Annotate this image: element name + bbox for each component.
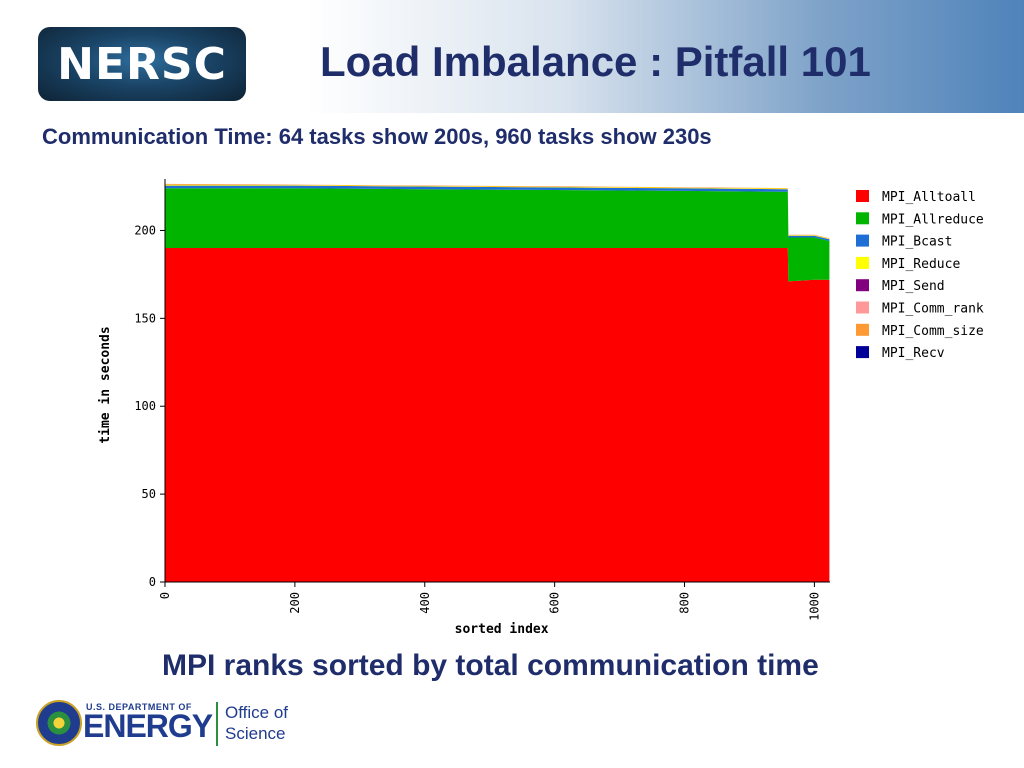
legend-swatch	[856, 190, 869, 202]
legend-swatch	[856, 301, 869, 314]
series-area-mpi-bcast	[165, 185, 830, 241]
y-tick-label: 0	[149, 575, 156, 589]
doe-office-line2: Science	[225, 724, 286, 743]
x-axis-label: sorted index	[455, 622, 549, 637]
x-tick-label: 800	[678, 592, 692, 614]
legend-swatch	[856, 279, 869, 292]
legend-label: MPI_Comm_size	[882, 324, 984, 339]
x-tick-label: 400	[418, 592, 432, 614]
x-tick-label: 1000	[807, 592, 821, 621]
legend-swatch	[856, 323, 869, 336]
y-axis-label: time in seconds	[98, 326, 113, 443]
doe-divider	[216, 702, 218, 746]
nersc-logo: NERSC	[38, 27, 246, 101]
legend-label: MPI_Recv	[882, 346, 945, 361]
y-tick-label: 200	[134, 223, 156, 237]
x-tick-label: 200	[288, 592, 302, 614]
legend-label: MPI_Comm_rank	[882, 302, 984, 317]
x-tick-label: 0	[158, 592, 172, 599]
series-area-mpi-allreduce	[165, 188, 830, 282]
slide-title: Load Imbalance : Pitfall 101	[320, 38, 871, 85]
doe-office-text: Office of Science	[225, 702, 288, 744]
nersc-logo-text: NERSC	[57, 38, 227, 90]
legend-swatch	[856, 212, 869, 225]
legend-swatch	[856, 234, 869, 247]
y-tick-label: 100	[134, 399, 156, 413]
legend-swatch	[856, 346, 869, 359]
legend-swatch	[856, 256, 869, 269]
doe-dept-text: U.S. DEPARTMENT OF	[86, 702, 192, 712]
legend-label: MPI_Allreduce	[882, 212, 984, 227]
slide-subtitle: Communication Time: 64 tasks show 200s, …	[42, 124, 712, 149]
doe-logo: U.S. DEPARTMENT OF ENERGY Office of Scie…	[36, 698, 298, 750]
doe-office-line1: Office of	[225, 703, 288, 722]
y-tick-label: 150	[134, 311, 156, 325]
legend-label: MPI_Reduce	[882, 257, 960, 272]
y-tick-label: 50	[142, 487, 156, 501]
chart-caption: MPI ranks sorted by total communication …	[162, 649, 819, 682]
legend-label: MPI_Send	[882, 279, 945, 294]
legend-label: MPI_Alltoall	[882, 190, 976, 205]
doe-energy-text: ENERGY	[83, 708, 213, 744]
x-tick-label: 600	[548, 592, 562, 614]
legend-label: MPI_Bcast	[882, 235, 952, 250]
doe-seal-icon	[36, 700, 82, 746]
series-area-mpi-alltoall	[165, 248, 830, 582]
